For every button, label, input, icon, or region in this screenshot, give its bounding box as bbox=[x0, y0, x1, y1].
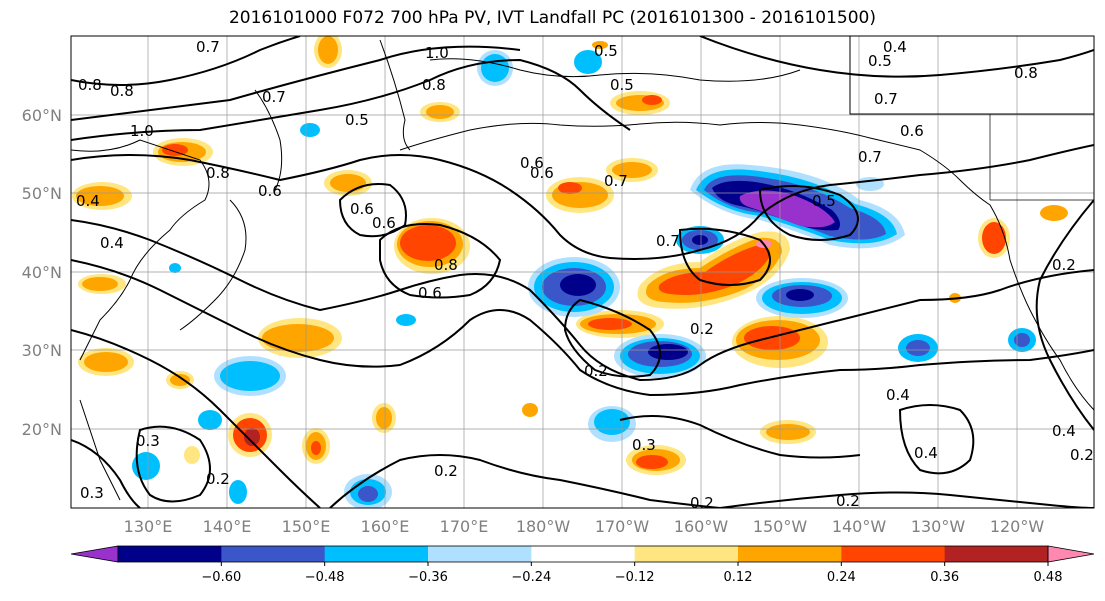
svg-text:0.2: 0.2 bbox=[434, 462, 458, 480]
svg-text:0.6: 0.6 bbox=[418, 284, 442, 302]
svg-text:0.8: 0.8 bbox=[1014, 64, 1038, 82]
lon-label: 150°E bbox=[282, 517, 331, 536]
svg-text:0.2: 0.2 bbox=[584, 362, 608, 380]
colorbar-tick-label: −0.36 bbox=[408, 570, 448, 585]
pv-contours bbox=[71, 36, 1094, 508]
svg-text:1.0: 1.0 bbox=[130, 122, 154, 140]
colorbar-cell bbox=[324, 546, 429, 562]
svg-text:0.7: 0.7 bbox=[196, 38, 220, 56]
colorbar-tick-label: −0.60 bbox=[201, 570, 241, 585]
svg-text:0.7: 0.7 bbox=[604, 172, 628, 190]
svg-text:1.0: 1.0 bbox=[425, 44, 449, 62]
svg-text:0.8: 0.8 bbox=[434, 256, 458, 274]
svg-text:0.3: 0.3 bbox=[632, 436, 656, 454]
latitude-labels: 60°N 50°N 40°N 30°N 20°N bbox=[22, 106, 62, 439]
colorbar-cell bbox=[634, 546, 739, 562]
colorbar: −0.60 −0.48 −0.36 −0.24 −0.12 0.12 0.24 0.36 0.4… bbox=[70, 545, 1095, 585]
colorbar-tick-label: −0.12 bbox=[615, 570, 655, 585]
svg-text:0.2: 0.2 bbox=[1052, 256, 1076, 274]
lat-label: 60°N bbox=[22, 106, 62, 125]
svg-text:0.5: 0.5 bbox=[594, 42, 618, 60]
svg-text:0.3: 0.3 bbox=[80, 484, 104, 502]
colorbar-cell bbox=[738, 546, 842, 562]
lat-label: 20°N bbox=[22, 420, 62, 439]
svg-text:0.4: 0.4 bbox=[76, 192, 100, 210]
svg-text:0.6: 0.6 bbox=[258, 182, 282, 200]
svg-text:0.6: 0.6 bbox=[530, 164, 554, 182]
svg-text:0.2: 0.2 bbox=[690, 320, 714, 338]
svg-text:0.5: 0.5 bbox=[812, 192, 836, 210]
svg-text:0.2: 0.2 bbox=[836, 492, 860, 510]
svg-text:0.6: 0.6 bbox=[350, 200, 374, 218]
svg-text:0.3: 0.3 bbox=[136, 432, 160, 450]
svg-text:0.2: 0.2 bbox=[206, 470, 230, 488]
colorbar-cell bbox=[118, 546, 222, 562]
lon-label: 150°W bbox=[753, 517, 808, 536]
svg-text:0.5: 0.5 bbox=[868, 52, 892, 70]
colorbar-tick-label: 0.12 bbox=[724, 570, 753, 585]
svg-text:0.4: 0.4 bbox=[914, 444, 938, 462]
map-title: 2016101000 F072 700 hPa PV, IVT Landfall… bbox=[228, 8, 876, 28]
lon-label: 140°E bbox=[203, 517, 252, 536]
colorbar-cell bbox=[841, 546, 946, 562]
lat-label: 40°N bbox=[22, 263, 62, 282]
svg-text:0.5: 0.5 bbox=[610, 76, 634, 94]
lon-label: 140°W bbox=[832, 517, 887, 536]
svg-text:0.8: 0.8 bbox=[206, 164, 230, 182]
svg-text:0.6: 0.6 bbox=[520, 154, 544, 172]
lon-label: 180°W bbox=[516, 517, 571, 536]
lat-label: 50°N bbox=[22, 184, 62, 203]
svg-text:0.5: 0.5 bbox=[345, 111, 369, 129]
svg-text:0.4: 0.4 bbox=[1052, 422, 1076, 440]
colorbar-tick-label: −0.24 bbox=[511, 570, 551, 585]
svg-text:0.6: 0.6 bbox=[900, 122, 924, 140]
colorbar-cell bbox=[531, 546, 636, 562]
lon-label: 130°E bbox=[124, 517, 173, 536]
lon-label: 160°E bbox=[361, 517, 410, 536]
svg-text:0.7: 0.7 bbox=[874, 90, 898, 108]
colorbar-tick-label: 0.36 bbox=[930, 570, 959, 585]
lon-label: 170°E bbox=[440, 517, 489, 536]
lat-label: 30°N bbox=[22, 341, 62, 360]
colorbar-cell bbox=[944, 546, 1049, 562]
contour-labels: 0.7 1.0 0.8 0.5 0.8 0.4 0.5 0.8 1.0 0.8 … bbox=[76, 38, 1094, 512]
svg-text:0.4: 0.4 bbox=[886, 386, 910, 404]
plot-frame bbox=[70, 35, 1095, 509]
lon-label: 120°W bbox=[990, 517, 1045, 536]
svg-text:0.8: 0.8 bbox=[78, 76, 102, 94]
svg-text:0.8: 0.8 bbox=[422, 76, 446, 94]
colorbar-tick-label: 0.24 bbox=[827, 570, 856, 585]
colorbar-cell bbox=[221, 546, 326, 562]
svg-text:0.6: 0.6 bbox=[372, 214, 396, 232]
shaded-anomalies bbox=[72, 36, 1068, 508]
svg-text:0.2: 0.2 bbox=[690, 494, 714, 512]
colorbar-tick-label: 0.48 bbox=[1034, 570, 1063, 585]
lon-label: 160°W bbox=[674, 517, 729, 536]
lon-label: 170°W bbox=[595, 517, 650, 536]
svg-text:0.7: 0.7 bbox=[656, 232, 680, 250]
svg-text:0.4: 0.4 bbox=[100, 234, 124, 252]
svg-text:0.2: 0.2 bbox=[1070, 446, 1094, 464]
svg-text:0.4: 0.4 bbox=[883, 38, 907, 56]
svg-text:0.7: 0.7 bbox=[858, 148, 882, 166]
colorbar-extend-min bbox=[70, 545, 119, 563]
svg-text:0.8: 0.8 bbox=[110, 82, 134, 100]
colorbar-tick-label: −0.48 bbox=[305, 570, 345, 585]
svg-text:0.7: 0.7 bbox=[262, 88, 286, 106]
longitude-labels: 130°E 140°E 150°E 160°E 170°E 180°W 170°… bbox=[124, 517, 1045, 536]
colorbar-cell bbox=[428, 546, 532, 562]
coastlines bbox=[71, 39, 1094, 501]
lon-label: 130°W bbox=[911, 517, 966, 536]
graticule bbox=[71, 36, 1094, 508]
colorbar-extend-max bbox=[1047, 545, 1095, 563]
